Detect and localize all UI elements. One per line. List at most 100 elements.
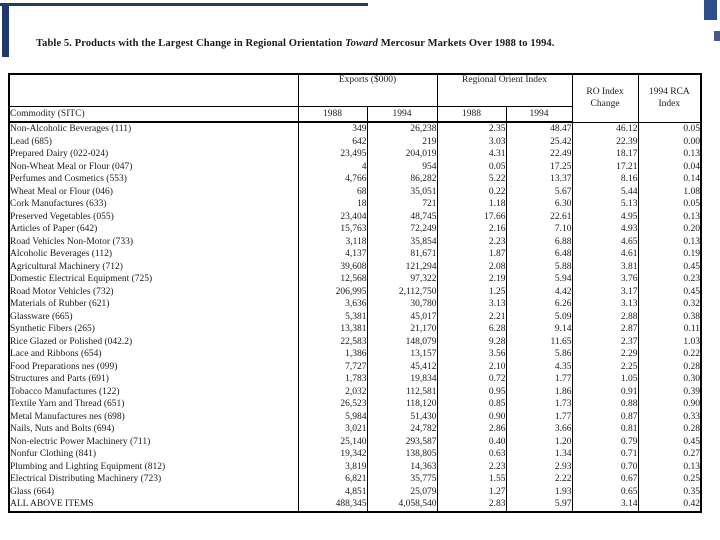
ro-change-cell: 46.12 bbox=[571, 122, 639, 136]
ro-1988-cell: 5.22 bbox=[436, 173, 507, 186]
ro-1994-cell: 1.73 bbox=[505, 398, 573, 411]
exports-1988-cell: 4,766 bbox=[297, 173, 368, 186]
exports-1994-cell: 48,745 bbox=[366, 210, 438, 223]
exports-1994-cell: 204,019 bbox=[366, 148, 438, 161]
ro-1988-header: 1988 bbox=[436, 106, 507, 123]
exports-1988-cell: 5,984 bbox=[297, 410, 368, 423]
commodity-cell: Structures and Parts (691) bbox=[8, 373, 299, 386]
commodity-cell: Road Vehicles Non-Motor (733) bbox=[8, 235, 299, 248]
table-header-row-years: Commodity (SITC) 1988 1994 1988 1994 bbox=[8, 106, 701, 123]
exports-1994-cell: 21,170 bbox=[366, 323, 438, 336]
exports-1994-cell: 72,249 bbox=[366, 223, 438, 236]
ro-1994-cell: 9.14 bbox=[505, 323, 573, 336]
exports-1988-cell: 4,851 bbox=[297, 485, 368, 498]
exports-1994-cell: 81,671 bbox=[366, 248, 438, 261]
ro-change-cell: 2.87 bbox=[571, 323, 639, 336]
exports-1994-cell: 19,834 bbox=[366, 373, 438, 386]
ro-change-cell: 1.05 bbox=[571, 373, 639, 386]
table-header-row-groups: Exports ($000) Regional Orient Index RO … bbox=[8, 74, 702, 123]
ro-change-cell: 2.25 bbox=[571, 360, 639, 373]
rca-1994-cell: 0.33 bbox=[637, 410, 702, 423]
ro-1994-cell: 3.66 bbox=[505, 423, 573, 436]
ro-1988-cell: 3.13 bbox=[436, 298, 507, 311]
ro-1994-cell: 6.30 bbox=[505, 198, 573, 211]
rca-1994-cell: 0.28 bbox=[637, 360, 702, 373]
rca-1994-cell: 0.90 bbox=[637, 398, 702, 411]
ro-1988-cell: 2.35 bbox=[436, 122, 507, 136]
exports-1994-cell: 112,581 bbox=[366, 385, 438, 398]
exports-1994-cell: 219 bbox=[366, 135, 438, 148]
table-title-italic-word: Toward bbox=[345, 38, 378, 49]
rca-1994-cell: 0.04 bbox=[637, 160, 702, 173]
ro-change-cell: 2.37 bbox=[571, 335, 639, 348]
table-title-pre: Table 5. Products with the Largest Chang… bbox=[36, 38, 346, 49]
commodity-cell: Tobacco Manufactures (122) bbox=[8, 385, 299, 398]
ro-change-cell: 3.17 bbox=[571, 285, 639, 298]
totals-row: ALL ABOVE ITEMS 488,345 4,058,540 2.83 5.97 3… bbox=[8, 498, 702, 512]
ro-change-cell: 5.13 bbox=[571, 198, 639, 211]
rca-1994-cell: 0.14 bbox=[637, 173, 702, 186]
table-row: Perfumes and Cosmetics (553) 4,766 86,282 5… bbox=[8, 173, 702, 186]
exports-1988-cell: 642 bbox=[297, 135, 368, 148]
table-row: Electrical Distributing Machinery (723) 6… bbox=[8, 473, 702, 486]
commodity-cell: Non-Wheat Meal or Flour (047) bbox=[8, 160, 299, 173]
table-row: Agricultural Machinery (712) 39,608 121,29… bbox=[8, 260, 702, 273]
exports-1994-cell: 30,780 bbox=[366, 298, 438, 311]
exports-1988-cell: 1,783 bbox=[297, 373, 368, 386]
ro-1994-cell: 5.67 bbox=[505, 185, 573, 198]
ro-change-cell: 4.93 bbox=[571, 223, 639, 236]
ro-1988-cell: 2.08 bbox=[436, 260, 507, 273]
ro-1994-cell: 1.77 bbox=[505, 373, 573, 386]
ro-1994-cell: 5.09 bbox=[505, 310, 573, 323]
exports-1994-cell: 148,079 bbox=[366, 335, 438, 348]
rca-1994-cell: 0.13 bbox=[637, 148, 702, 161]
ro-1994-cell: 6.26 bbox=[505, 298, 573, 311]
table-row: Road Vehicles Non-Motor (733) 3,118 35,854… bbox=[8, 235, 702, 248]
rca-1994-cell: 1.08 bbox=[637, 185, 702, 198]
exports-1994-cell: 35,854 bbox=[366, 235, 438, 248]
table-row: Lead (685) 642 219 3.03 25.42 22.39 0.00 bbox=[8, 135, 702, 148]
exports-1988-cell: 4,137 bbox=[297, 248, 368, 261]
theme-top-rule bbox=[0, 3, 368, 6]
exports-1994-header: 1994 bbox=[366, 106, 438, 123]
ro-1988-cell: 0.40 bbox=[436, 435, 507, 448]
commodity-cell: Lace and Ribbons (654) bbox=[8, 348, 299, 361]
commodity-header-cell: Commodity (SITC) bbox=[8, 106, 299, 123]
exports-1988-cell: 3,819 bbox=[297, 460, 368, 473]
exports-1988-cell: 349 bbox=[297, 122, 368, 136]
commodity-cell: Glass (664) bbox=[8, 485, 299, 498]
ro-1994-header: 1994 bbox=[505, 106, 573, 123]
exports-1994-cell: 86,282 bbox=[366, 173, 438, 186]
ro-1988-cell: 0.05 bbox=[436, 160, 507, 173]
exports-1994-cell: 45,412 bbox=[366, 360, 438, 373]
table-row: Plumbing and Lighting Equipment (812) 3,8… bbox=[8, 460, 702, 473]
ro-change-cell: 2.29 bbox=[571, 348, 639, 361]
ro-1994-cell: 2.22 bbox=[505, 473, 573, 486]
commodity-cell: Materials of Rubber (621) bbox=[8, 298, 299, 311]
ro-change-cell: 17.21 bbox=[571, 160, 639, 173]
exports-1994-cell: 121,294 bbox=[366, 260, 438, 273]
theme-left-bar bbox=[2, 6, 9, 57]
exports-1994-cell: 97,322 bbox=[366, 273, 438, 286]
ro-change-cell: 0.79 bbox=[571, 435, 639, 448]
regional-orientation-table: Exports ($000) Regional Orient Index RO … bbox=[8, 73, 703, 513]
rca-header-line1: 1994 RCA bbox=[648, 87, 690, 98]
rca-1994-cell: 0.20 bbox=[637, 223, 702, 236]
rca-1994-cell: 0.28 bbox=[637, 423, 702, 436]
exports-1994-cell: 25,079 bbox=[366, 485, 438, 498]
exports-1988-header: 1988 bbox=[297, 106, 368, 123]
commodity-cell: Articles of Paper (642) bbox=[8, 223, 299, 236]
table-row: Domestic Electrical Equipment (725) 12,56… bbox=[8, 273, 702, 286]
table-row: Rice Glazed or Polished (042.2) 22,583 148… bbox=[8, 335, 702, 348]
exports-1994-cell: 954 bbox=[366, 160, 438, 173]
table-row: Metal Manufactures nes (698) 5,984 51,430 0… bbox=[8, 410, 702, 423]
table-row: Non-electric Power Machinery (711) 25,140… bbox=[8, 435, 702, 448]
ro-1988-cell: 2.19 bbox=[436, 273, 507, 286]
commodity-cell: Glassware (665) bbox=[8, 310, 299, 323]
commodity-cell: Plumbing and Lighting Equipment (812) bbox=[8, 460, 299, 473]
ro-1988-cell: 1.27 bbox=[436, 485, 507, 498]
ro-change-cell: 8.16 bbox=[571, 173, 639, 186]
exports-1994-cell: 26,238 bbox=[366, 122, 438, 136]
exports-1988-cell: 3,636 bbox=[297, 298, 368, 311]
ro-change-cell: 0.88 bbox=[571, 398, 639, 411]
